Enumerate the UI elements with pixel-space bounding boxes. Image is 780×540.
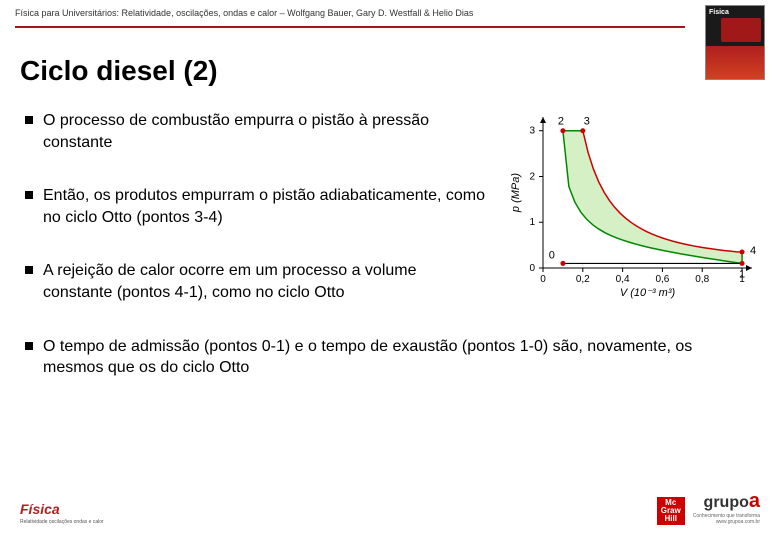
header-citation: Física para Universitários: Relatividade… — [15, 8, 473, 18]
footer-logo: Física — [20, 501, 104, 517]
svg-text:3: 3 — [584, 116, 590, 128]
bullet-text: O tempo de admissão (pontos 0-1) e o tem… — [43, 336, 745, 379]
book-cover: Física — [705, 5, 765, 80]
footer-logo-subtitle: Relatividade oscilações ondas e calor — [20, 519, 104, 525]
book-cover-label: Física — [709, 9, 729, 16]
svg-text:0: 0 — [549, 249, 555, 261]
svg-text:2: 2 — [558, 116, 564, 128]
grupo-a-letter: a — [749, 490, 760, 512]
svg-text:0,4: 0,4 — [616, 274, 630, 285]
mcgraw-text: Mc Graw Hill — [661, 499, 681, 523]
svg-text:V (10⁻³ m³): V (10⁻³ m³) — [620, 287, 676, 299]
book-cover-accent — [721, 18, 761, 42]
svg-text:0,2: 0,2 — [576, 274, 590, 285]
slide-title: Ciclo diesel (2) — [20, 55, 218, 87]
grupo-a-text: grupoa — [704, 490, 760, 513]
grupo-word: grupo — [704, 494, 749, 511]
bullet-text: O processo de combustão empurra o pistão… — [43, 110, 490, 153]
bullet-text: A rejeição de calor ocorre em um process… — [43, 260, 490, 303]
grupo-a-logo: grupoa Conhecimento que transforma www.g… — [693, 490, 760, 525]
svg-text:2: 2 — [529, 171, 535, 182]
footer-right: Mc Graw Hill grupoa Conhecimento que tra… — [657, 490, 760, 525]
svg-text:0,8: 0,8 — [695, 274, 709, 285]
bullet-marker — [25, 191, 33, 199]
grupo-a-url: www.grupoa.com.br — [716, 519, 760, 525]
svg-text:4: 4 — [750, 245, 756, 257]
bullet-marker — [25, 116, 33, 124]
svg-text:0: 0 — [540, 274, 546, 285]
bullet-marker — [25, 266, 33, 274]
bullet-text: Então, os produtos empurram o pistão adi… — [43, 185, 490, 228]
bullet-item: A rejeição de calor ocorre em um process… — [25, 260, 490, 303]
bullet-item: O processo de combustão empurra o pistão… — [25, 110, 490, 153]
bullet-marker — [25, 342, 33, 350]
svg-text:3: 3 — [529, 126, 535, 137]
header-rule — [15, 26, 685, 28]
svg-text:1: 1 — [529, 217, 535, 228]
svg-text:0,6: 0,6 — [655, 274, 669, 285]
bullet-item: O tempo de admissão (pontos 0-1) e o tem… — [25, 336, 745, 379]
mcgraw-hill-logo: Mc Graw Hill — [657, 497, 685, 525]
svg-text:0: 0 — [529, 263, 535, 274]
svg-text:p (MPa): p (MPa) — [510, 173, 522, 213]
svg-text:1: 1 — [739, 268, 745, 280]
footer-left: Física Relatividade oscilações ondas e c… — [20, 501, 104, 525]
bullet-item: Então, os produtos empurram o pistão adi… — [25, 185, 490, 228]
pv-diagram-chart: 00,20,40,60,810123V (10⁻³ m³)p (MPa)0123… — [507, 105, 762, 300]
